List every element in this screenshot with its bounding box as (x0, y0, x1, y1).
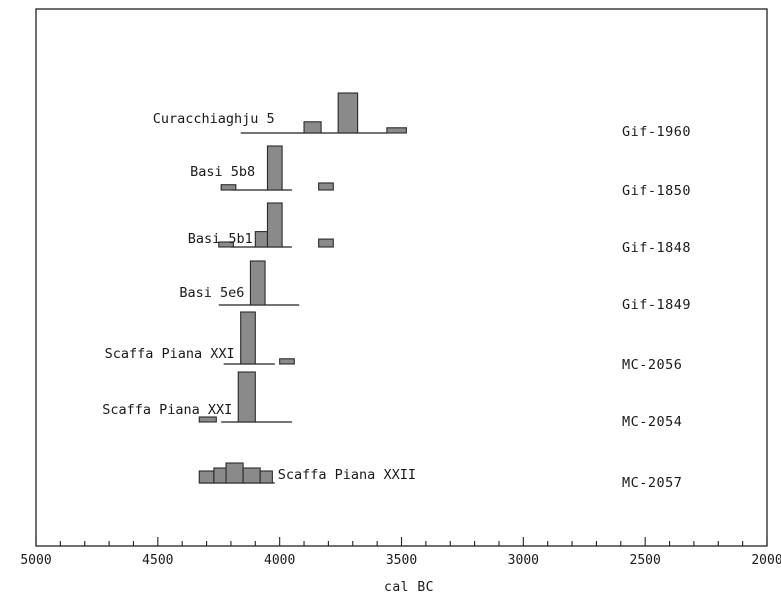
probability-block (266, 202, 283, 248)
tick-label: 4000 (264, 553, 295, 568)
lab-code-label: MC-2057 (622, 475, 682, 491)
sample-row: Curacchiaghju 5 Gif-1960 (153, 92, 691, 140)
tick-label: 2500 (630, 553, 661, 568)
tick-label: 5000 (20, 553, 51, 568)
site-label: Scaffa Piana XXI (102, 402, 232, 418)
probability-block (220, 184, 237, 191)
plot-frame (35, 8, 768, 547)
probability-block (213, 467, 227, 484)
probability-block (225, 462, 244, 484)
sample-row: Scaffa Piana XXI MC-2054 (102, 371, 682, 430)
tick-label: 2000 (751, 553, 781, 568)
x-axis-ticks (35, 537, 768, 546)
lab-code-label: MC-2054 (622, 414, 682, 430)
lab-code-label: Gif-1849 (622, 297, 691, 313)
probability-block (242, 467, 261, 484)
sample-row: Scaffa Piana XXII MC-2057 (198, 462, 682, 491)
sample-row: Scaffa Piana XXI MC-2056 (105, 311, 682, 373)
sample-row: Basi 5b8 Gif-1850 (190, 145, 691, 199)
lab-code-label: Gif-1960 (622, 124, 691, 140)
probability-block (303, 121, 322, 134)
probability-block (266, 145, 283, 191)
lab-code-label: MC-2056 (622, 357, 682, 373)
sample-row: Basi 5e6 Gif-1849 (179, 260, 691, 313)
probability-block (254, 231, 269, 248)
tick-label: 4500 (142, 553, 173, 568)
x-axis-title: cal BC (384, 580, 434, 595)
tick-label: 3500 (386, 553, 417, 568)
lab-code-label: Gif-1850 (622, 183, 691, 199)
probability-block (240, 311, 256, 365)
probability-block (318, 238, 334, 248)
probability-block (198, 470, 215, 484)
x-axis-tick-labels: 5000 4500 4000 3500 3000 2500 2000 (20, 553, 781, 568)
lab-code-label: Gif-1848 (622, 240, 691, 256)
probability-block (218, 241, 234, 248)
site-label: Basi 5b8 (190, 164, 255, 180)
probability-block (259, 470, 273, 484)
probability-block (318, 182, 334, 191)
sample-row: Basi 5b1 Gif-1848 (188, 202, 691, 256)
site-label: Basi 5b1 (188, 231, 253, 247)
site-label: Scaffa Piana XXI (105, 346, 235, 362)
tick-label: 3000 (508, 553, 539, 568)
site-label: Basi 5e6 (179, 285, 244, 301)
probability-block (337, 92, 359, 134)
probability-block (198, 416, 217, 423)
site-label: Scaffa Piana XXII (278, 467, 416, 483)
site-label: Curacchiaghju 5 (153, 111, 275, 127)
probability-block (237, 371, 256, 423)
probability-block (279, 358, 295, 365)
probability-block (386, 127, 407, 134)
probability-block (249, 260, 266, 306)
